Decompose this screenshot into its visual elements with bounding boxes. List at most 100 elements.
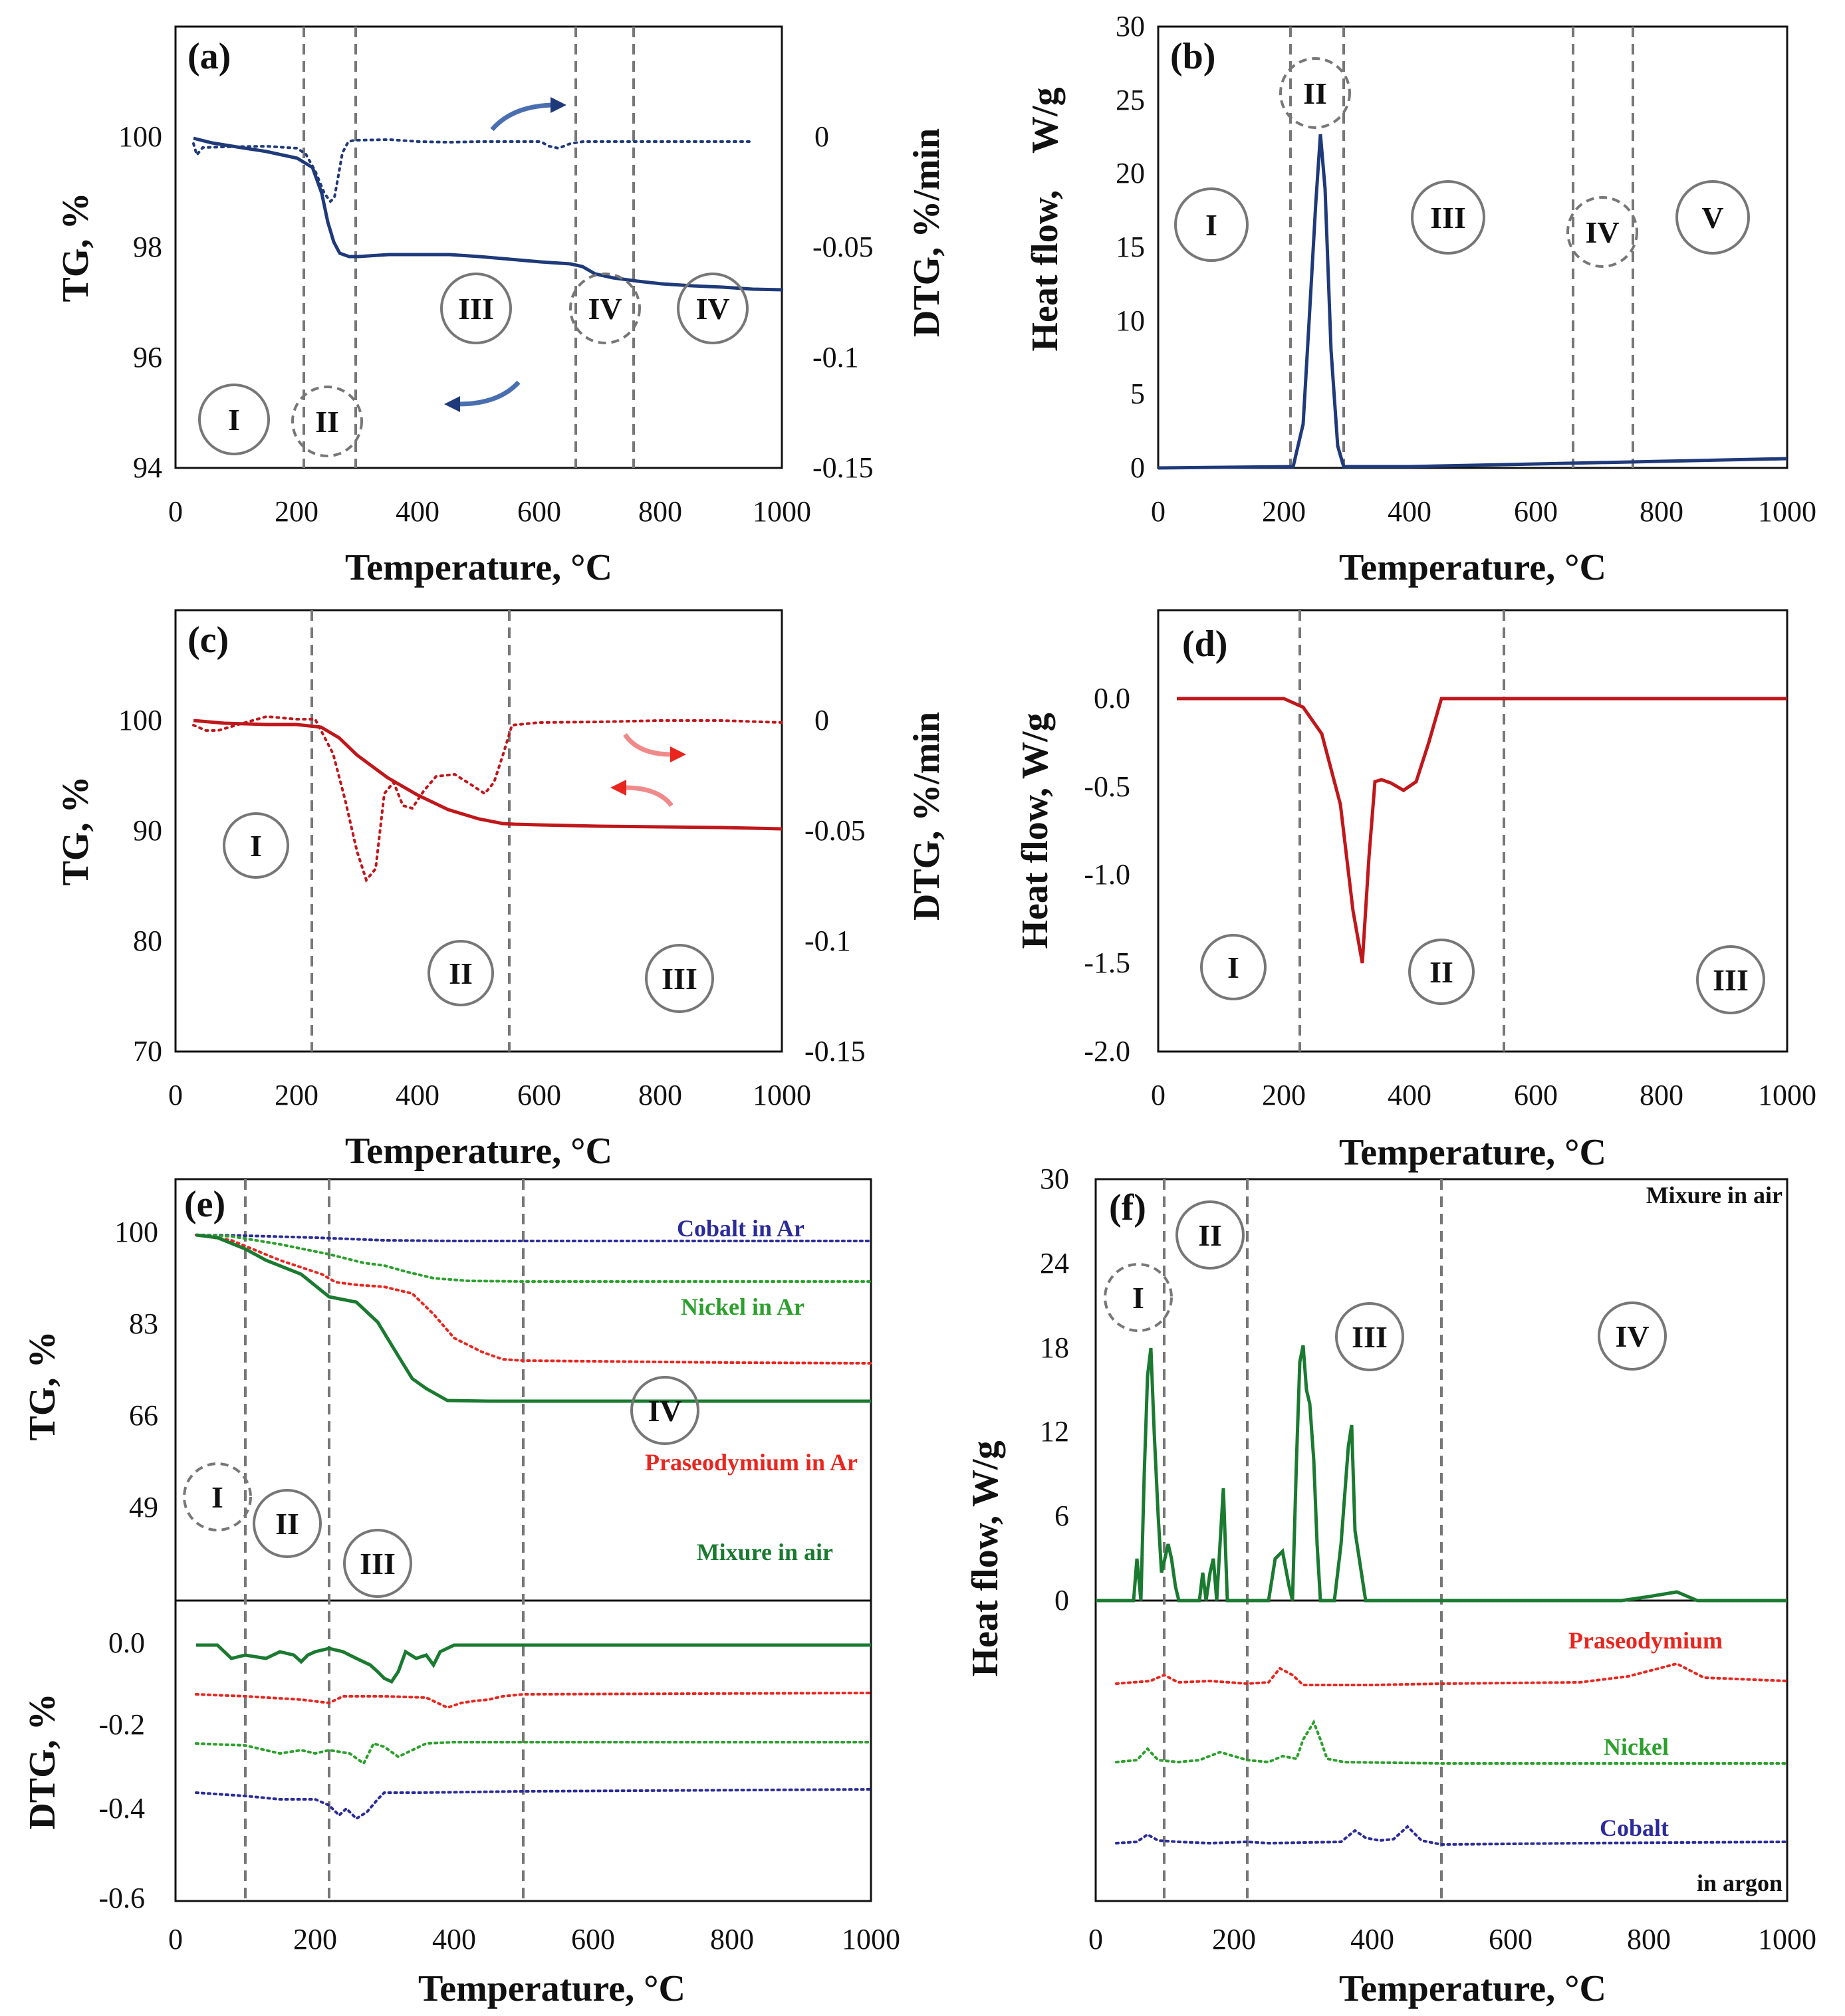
panel-b-xtick-400: 400: [1388, 495, 1431, 528]
panel-e-xlabel: Temperature, °C: [418, 1968, 685, 2009]
panel-c-xtick-800: 800: [638, 1079, 682, 1111]
panel-d-region-iii-circle: [1696, 945, 1765, 1014]
panel-f-legend-praseodymium: Praseodymium: [1568, 1627, 1723, 1654]
panel-b-region-i-circle: [1174, 187, 1249, 262]
panel-c-xtick-1000: 1000: [753, 1079, 811, 1111]
panel-a-xtick-400: 400: [396, 495, 439, 528]
panel-e-ytick-83: 83: [129, 1307, 158, 1340]
panel-d-xtick-800: 800: [1640, 1079, 1683, 1111]
panel-d-ytick-20: -2.0: [1084, 1035, 1130, 1067]
panel-c-region-i: I: [250, 829, 262, 863]
panel-b: (b) I II III IV V 0 200 400 600 800 1000…: [1025, 10, 1816, 588]
panel-e-xtick-0: 0: [168, 1923, 183, 1956]
panel-a-ylabel: TG, %: [55, 193, 96, 302]
panel-c-y2tick-015: -0.15: [804, 1035, 866, 1067]
panel-c-arrow-right: [623, 732, 672, 757]
panel-d-ytick-10: -1.0: [1084, 858, 1130, 891]
panel-e-ylabel-lower: DTG, %: [22, 1693, 63, 1829]
panel-c-tg-line: [193, 719, 783, 831]
panel-e-legend-mixure: Mixure in air: [697, 1539, 833, 1565]
panel-c-label: (c): [187, 619, 229, 661]
panel-c-xtick-0: 0: [168, 1079, 183, 1111]
panel-e-cobalt-dtg-line: [195, 1788, 872, 1821]
panel-a: (a) I II III IV IV 0 200 400 600 800 100…: [55, 25, 947, 588]
panel-e-region-iv: IV: [648, 1394, 681, 1428]
panel-a-region-iv-circle: [677, 273, 749, 344]
panel-c-ytick-90: 90: [133, 814, 162, 847]
panel-b-ylabel: Heat flow, W/g: [1025, 87, 1066, 351]
panel-f-cobalt-line: [1115, 1825, 1788, 1847]
panel-f-ytick-12: 12: [1040, 1415, 1069, 1448]
panel-b-frame: [1157, 25, 1788, 469]
panel-f-xtick-0: 0: [1088, 1923, 1103, 1956]
panel-d-xtick-1000: 1000: [1758, 1079, 1816, 1111]
panel-e: Cobalt in Ar Nickel in Ar Praseodymium i…: [22, 1178, 900, 2009]
panel-f-praseodymium-line: [1115, 1662, 1788, 1686]
panel-f-mixure-line: [1096, 1345, 1787, 1603]
panel-c-y2tick-0: 0: [814, 704, 829, 736]
panel-a-region-iv-dashed: IV: [588, 292, 622, 326]
panel-a-y2label: DTG, %/min: [906, 128, 947, 337]
panel-e-xtick-1000: 1000: [842, 1923, 900, 1956]
panel-d-xtick-200: 200: [1262, 1079, 1306, 1111]
panel-a-y2tick-0: 0: [814, 120, 829, 153]
panel-e-region-ii-circle: [253, 1489, 322, 1558]
panel-a-y2tick-015: -0.15: [812, 451, 874, 484]
panel-a-xtick-200: 200: [275, 495, 318, 528]
panel-f-xtick-600: 600: [1489, 1923, 1533, 1956]
panel-c-region-ii-circle: [428, 940, 494, 1006]
panel-a-xtick-600: 600: [517, 495, 561, 528]
panel-f-region-iii-circle: [1335, 1302, 1404, 1371]
panel-d-ylabel: Heat flow, W/g: [1015, 713, 1056, 949]
panel-f-legend-in-argon: in argon: [1697, 1870, 1783, 1896]
panel-e-ylowtick-00: 0.0: [108, 1626, 145, 1659]
panel-e-praseodymium-dtg-line: [195, 1692, 872, 1710]
panel-a-ytick-96: 96: [133, 341, 162, 374]
panel-e-ytick-100: 100: [114, 1216, 158, 1248]
panel-e-region-iii-circle: [343, 1529, 412, 1598]
panel-d-xlabel: Temperature, °C: [1339, 1132, 1606, 1173]
panel-f-legend-mixure: Mixure in air: [1646, 1182, 1783, 1208]
panel-f-ytick-0: 0: [1054, 1584, 1069, 1617]
panel-f-label: (f): [1109, 1187, 1146, 1228]
panel-e-ylowtick-02: -0.2: [98, 1708, 145, 1741]
panel-c-xtick-400: 400: [396, 1079, 439, 1111]
panel-b-region-iv-circle: [1566, 196, 1638, 268]
panel-b-xtick-600: 600: [1514, 495, 1558, 528]
panel-e-ylabel: TG, %: [22, 1331, 63, 1441]
panel-d-ytick-0: 0.0: [1094, 682, 1130, 715]
panel-b-region-i: I: [1205, 208, 1217, 242]
panel-b-ytick-20: 20: [1116, 157, 1145, 189]
panel-a-region-ii-circle: [291, 386, 363, 457]
panel-e-mixure-dtg-line: [196, 1643, 871, 1684]
panel-f-region-iv: IV: [1615, 1319, 1649, 1353]
panel-e-ytick-49: 49: [129, 1491, 158, 1523]
panel-c-region-i-circle: [223, 812, 289, 879]
panel-a-y2tick-01: -0.1: [812, 341, 859, 374]
panel-f-xtick-200: 200: [1212, 1923, 1256, 1956]
panel-d-xtick-0: 0: [1151, 1079, 1166, 1111]
panel-f-region-ii: II: [1198, 1218, 1222, 1252]
panel-c-xtick-200: 200: [275, 1079, 318, 1111]
panel-c-frame: [174, 609, 783, 1053]
panel-b-ytick-10: 10: [1116, 304, 1145, 337]
panel-a-region-iv-dashed-circle: [569, 273, 641, 344]
panel-c-ytick-70: 70: [133, 1035, 162, 1067]
panel-d-ytick-05: -0.5: [1084, 770, 1130, 803]
panel-d: (d) I II III 0 200 400 600 800 1000 0.0 …: [1015, 609, 1816, 1173]
panel-f-nickel-line: [1115, 1719, 1788, 1765]
panel-b-xtick-200: 200: [1262, 495, 1306, 528]
panel-f-xtick-400: 400: [1350, 1923, 1394, 1956]
panel-b-region-v: V: [1701, 201, 1723, 235]
panel-e-legend-cobalt: Cobalt in Ar: [677, 1215, 804, 1242]
panel-f-xtick-1000: 1000: [1758, 1923, 1816, 1956]
panel-d-frame: [1157, 609, 1788, 1053]
panel-c-region-iii: III: [662, 962, 697, 996]
panel-a-region-iv: IV: [695, 292, 729, 326]
panel-b-xlabel: Temperature, °C: [1339, 547, 1606, 588]
panel-e-ylowtick-06: -0.6: [98, 1882, 145, 1914]
panel-e-region-i: I: [211, 1480, 223, 1514]
panel-b-ytick-15: 15: [1116, 231, 1145, 263]
panel-a-xtick-0: 0: [168, 495, 183, 528]
panel-b-ytick-30: 30: [1116, 10, 1145, 43]
